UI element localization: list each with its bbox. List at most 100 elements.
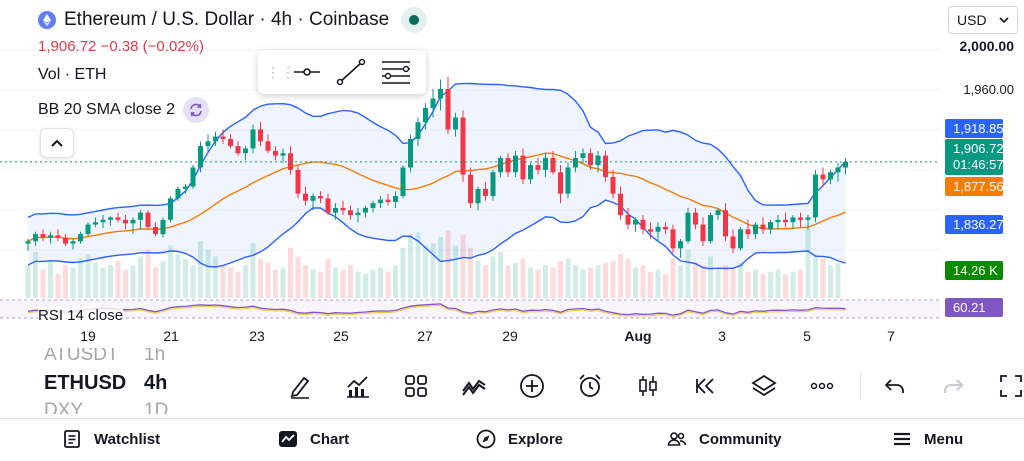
nav-explore[interactable]: Explore <box>476 429 563 449</box>
candle-body <box>408 138 413 168</box>
volume-bar <box>813 254 818 298</box>
chart-grid <box>0 49 940 251</box>
volume-bar <box>438 236 443 298</box>
refresh-icon[interactable] <box>182 97 209 123</box>
toolbar-divider <box>860 372 861 400</box>
volume-bar <box>565 258 571 298</box>
currency-select[interactable]: USD <box>948 6 1018 34</box>
collapse-legend-button[interactable] <box>40 128 74 158</box>
candle-body <box>678 241 683 249</box>
candle-body <box>730 236 736 249</box>
bb-basis-tag: 1,877.56 <box>945 177 1004 196</box>
market-status-icon[interactable] <box>401 7 428 33</box>
candle-body <box>243 148 248 154</box>
volume-bar <box>603 263 608 298</box>
price-axis-label: 2,000.00 <box>959 38 1015 54</box>
volume-bar <box>528 267 533 298</box>
drag-handle-icon[interactable]: ⋮⋮ <box>266 63 296 80</box>
candle-style-icon[interactable] <box>628 366 668 406</box>
price-axis-label: 1,960.00 <box>963 82 1014 97</box>
symbol-title[interactable]: Ethereum / U.S. Dollar · 4h · Coinbase <box>38 7 428 33</box>
symbol-interval: 4h <box>144 372 168 394</box>
candle-body <box>198 146 203 168</box>
volume-bar <box>550 267 556 298</box>
layers-icon[interactable] <box>744 366 784 406</box>
last-price-tag: 1,906.72 01:46:57 <box>945 139 1004 175</box>
volume-legend[interactable]: Vol · ETH <box>38 66 107 83</box>
candle-body <box>70 241 76 244</box>
volume-bar <box>798 269 803 298</box>
volume-bar <box>340 269 346 298</box>
symbol-row[interactable]: ATUSDT 1h <box>44 348 184 366</box>
layouts-grid-icon[interactable] <box>396 366 436 406</box>
watchlist-icon <box>64 430 80 448</box>
candle-body <box>655 226 661 232</box>
candle-body <box>220 136 226 139</box>
alert-clock-icon[interactable] <box>570 366 610 406</box>
indicators-icon[interactable] <box>338 366 378 406</box>
volume-bar <box>580 269 586 298</box>
nav-chart[interactable]: Chart <box>278 429 349 449</box>
nav-chart-label: Chart <box>310 430 350 448</box>
bollinger-legend[interactable]: BB 20 SMA close 2 <box>38 97 209 123</box>
volume-bar <box>303 265 308 298</box>
price-chart[interactable] <box>0 0 940 325</box>
drawing-toolbar[interactable]: ⋮⋮ <box>258 50 426 94</box>
volume-bar <box>648 271 653 298</box>
volume-bar <box>393 265 398 298</box>
horizontal-line-tool-icon[interactable] <box>292 62 322 82</box>
symbol-interval-picker[interactable]: ATUSDT 1h ETHUSD 4h DXY 1D <box>44 348 184 414</box>
candle-body <box>130 219 136 224</box>
undo-icon[interactable] <box>875 366 915 406</box>
symbol-title-text: Ethereum / U.S. Dollar · 4h · Coinbase <box>64 9 390 30</box>
more-icon[interactable] <box>802 366 842 406</box>
replay-icon[interactable] <box>686 366 726 406</box>
bb-upper-line <box>27 82 847 219</box>
volume-bar <box>835 263 841 298</box>
symbol-row-selected[interactable]: ETHUSD 4h <box>44 372 184 395</box>
volume-bar <box>633 267 638 298</box>
volume-bar <box>228 267 233 298</box>
nav-community[interactable]: Community <box>667 429 782 449</box>
volume-bar <box>475 260 481 298</box>
volume-bar <box>33 252 38 298</box>
candle-body <box>115 217 121 220</box>
volume-bar <box>408 234 413 298</box>
candle-body <box>378 199 383 204</box>
rsi-legend[interactable]: RSI 14 close <box>38 306 124 324</box>
fullscreen-icon[interactable] <box>991 366 1024 406</box>
rsi-tag: 60.21 <box>945 298 1003 317</box>
draw-pen-icon[interactable] <box>280 366 320 406</box>
volume-bar <box>775 269 781 298</box>
nav-watchlist[interactable]: Watchlist <box>62 429 160 449</box>
compare-icon[interactable] <box>454 366 494 406</box>
volume-bar <box>130 265 136 298</box>
candle-body <box>670 229 676 249</box>
candle-body <box>85 224 91 235</box>
time-axis-label: Aug <box>624 328 652 344</box>
time-axis-label: 7 <box>887 328 895 344</box>
volume-bar <box>513 263 518 298</box>
nav-menu[interactable]: Menu <box>892 429 963 449</box>
volume-bar <box>558 260 563 298</box>
nav-explore-label: Explore <box>508 430 564 448</box>
trend-line-tool-icon[interactable] <box>336 58 366 86</box>
volume-bar <box>745 271 751 298</box>
volume-bar <box>78 258 83 298</box>
candle-body <box>633 219 638 225</box>
fib-lines-tool-icon[interactable] <box>380 58 412 86</box>
candle-body <box>438 89 443 99</box>
redo-icon[interactable] <box>933 366 973 406</box>
volume-bar <box>168 245 173 298</box>
volume-bar <box>820 258 826 298</box>
candle-body <box>543 157 548 170</box>
nav-menu-label: Menu <box>924 430 964 448</box>
rsi-pane <box>0 299 940 319</box>
add-icon[interactable] <box>512 366 552 406</box>
volume-bar <box>183 258 188 298</box>
currency-value: USD <box>957 12 987 28</box>
symbol-row[interactable]: DXY 1D <box>44 400 184 414</box>
candle-body <box>310 196 316 201</box>
volume-bar <box>543 265 548 298</box>
volume-bar <box>213 256 218 298</box>
